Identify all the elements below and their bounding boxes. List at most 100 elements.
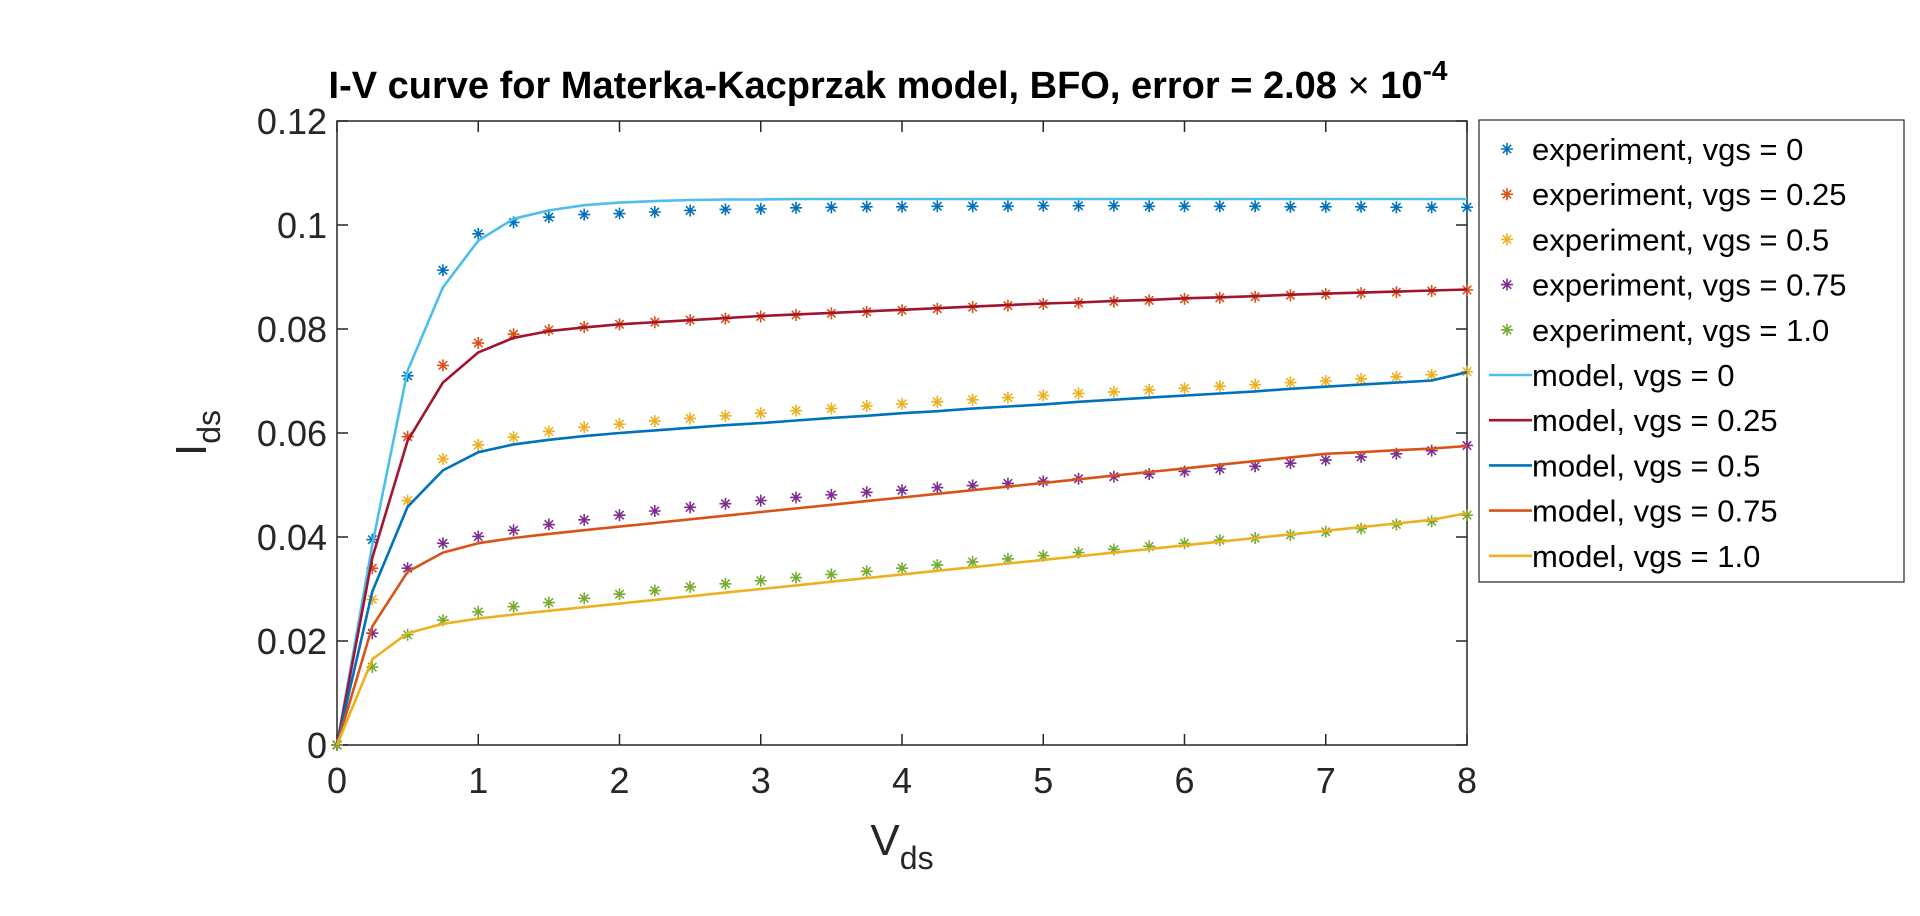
data-point <box>1461 439 1473 452</box>
series-8-line <box>335 370 1468 746</box>
data-point <box>790 571 803 584</box>
data-point <box>825 402 838 415</box>
data-point <box>1037 549 1050 562</box>
data-point <box>1390 370 1403 383</box>
x-tick-label: 6 <box>1174 760 1194 801</box>
data-point <box>931 395 944 408</box>
plot-area <box>336 120 1468 746</box>
data-point <box>1001 391 1014 404</box>
data-point <box>684 501 697 514</box>
data-point <box>1355 200 1368 213</box>
y-tick-label: 0 <box>307 725 327 766</box>
legend-label: model, vgs = 0 <box>1532 358 1734 393</box>
data-point <box>966 555 979 568</box>
chart-title-exponent: -4 <box>1423 55 1448 86</box>
y-tick-label: 0.12 <box>257 101 327 142</box>
legend-marker <box>1501 278 1513 291</box>
data-point <box>1072 199 1085 212</box>
x-tick-label: 5 <box>1033 760 1053 801</box>
data-point <box>754 494 767 507</box>
data-point <box>1284 457 1297 470</box>
data-point <box>860 486 873 499</box>
data-point <box>648 206 661 218</box>
data-point <box>507 216 520 229</box>
legend-label: model, vgs = 1.0 <box>1532 539 1760 574</box>
x-tick-label: 4 <box>892 760 912 801</box>
data-point <box>719 409 732 422</box>
series-7-line <box>335 288 1468 746</box>
data-point <box>1072 387 1085 400</box>
data-point <box>648 415 661 428</box>
legend: experiment, vgs = 0 experiment, vgs = 0.2… <box>1478 119 1905 583</box>
data-point <box>754 574 767 587</box>
data-point <box>578 421 591 434</box>
data-point <box>1461 365 1473 378</box>
chart-title-base: 10 <box>1380 65 1422 107</box>
data-point <box>719 203 732 216</box>
data-point <box>1143 200 1156 213</box>
chart-title-main: I-V curve for Materka-Kacprzak model, BF… <box>329 65 1337 107</box>
legend-marker <box>1501 233 1513 246</box>
data-point <box>436 614 449 627</box>
series-9-line <box>335 444 1468 746</box>
x-axis-ticks: 0 1 2 3 4 5 6 7 8 <box>327 121 1477 801</box>
data-point <box>719 577 732 590</box>
x-axis-label-sub: ds <box>900 840 934 876</box>
data-point <box>1037 475 1050 488</box>
data-point <box>1001 552 1014 565</box>
data-point <box>542 596 555 609</box>
y-axis-label-sub: ds <box>191 410 227 444</box>
data-point <box>825 201 838 214</box>
data-point <box>1425 368 1438 381</box>
data-point <box>366 562 379 575</box>
data-point <box>825 568 838 581</box>
data-point <box>366 627 379 640</box>
data-point <box>648 584 661 597</box>
data-point <box>1001 200 1014 213</box>
data-point <box>578 208 591 221</box>
x-tick-label: 3 <box>751 760 771 801</box>
data-point <box>613 418 626 431</box>
legend-label: experiment, vgs = 0.25 <box>1532 177 1846 212</box>
data-point <box>896 562 908 575</box>
data-point <box>684 412 697 425</box>
y-tick-label: 0.08 <box>257 309 327 350</box>
data-point <box>1178 465 1191 478</box>
legend-label: experiment, vgs = 0 <box>1532 132 1803 167</box>
data-point <box>1355 372 1368 385</box>
data-point <box>436 264 449 277</box>
data-point <box>860 399 873 412</box>
data-point <box>507 600 520 613</box>
data-point <box>896 200 908 213</box>
data-point <box>1355 450 1368 463</box>
data-point <box>1390 201 1403 214</box>
x-tick-label: 8 <box>1457 760 1477 801</box>
data-point <box>1213 534 1226 547</box>
data-point <box>931 481 944 494</box>
data-point <box>472 337 485 350</box>
data-point <box>1390 447 1403 460</box>
legend-marker <box>1501 188 1513 201</box>
legend-box <box>1478 119 1905 583</box>
data-point <box>436 537 449 550</box>
data-point <box>1249 460 1262 473</box>
x-tick-label: 0 <box>327 760 347 801</box>
legend-item: experiment, vgs = 0 <box>1501 132 1803 167</box>
data-point <box>1355 522 1368 535</box>
data-point <box>1284 200 1297 213</box>
data-point <box>613 588 626 601</box>
data-point <box>1178 200 1191 213</box>
y-tick-label: 0.1 <box>277 205 327 246</box>
legend-item: model, vgs = 1.0 <box>1489 539 1760 574</box>
legend-item: model, vgs = 0.25 <box>1489 403 1778 438</box>
data-point <box>366 593 379 606</box>
data-point <box>1213 380 1226 393</box>
data-point <box>648 505 661 517</box>
data-point <box>1037 389 1050 402</box>
legend-item: experiment, vgs = 1.0 <box>1501 313 1829 348</box>
data-point <box>966 479 979 492</box>
data-point <box>1178 537 1191 550</box>
data-point <box>931 200 944 213</box>
x-tick-label: 1 <box>468 760 488 801</box>
data-point <box>684 204 697 217</box>
